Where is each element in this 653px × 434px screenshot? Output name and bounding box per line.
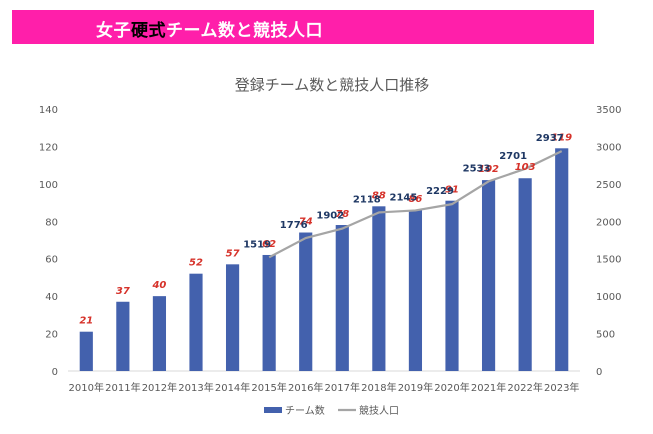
bar-value-label: 91 — [445, 185, 459, 196]
bar — [481, 180, 496, 371]
bar-value-label: 62 — [262, 239, 276, 250]
chart-title: 登録チーム数と競技人口推移 — [235, 76, 430, 94]
x-tick-label: 2022年 — [507, 381, 542, 394]
header-banner: 女子硬式チーム数と競技人口 — [12, 10, 594, 44]
bar — [225, 264, 240, 371]
bar-value-label: 40 — [151, 280, 166, 291]
bar — [299, 232, 313, 371]
left-tick-label: 0 — [52, 367, 58, 378]
bar — [116, 301, 130, 371]
x-tick-label: 2011年 — [105, 381, 140, 394]
right-tick-label: 1000 — [596, 292, 621, 303]
line-value-label: 2701 — [499, 151, 527, 162]
x-tick-label: 2010年 — [69, 381, 104, 394]
x-tick-label: 2014年 — [215, 381, 250, 394]
right-tick-label: 2000 — [596, 217, 621, 228]
bar — [335, 225, 349, 371]
legend-bar-swatch — [264, 407, 282, 413]
x-tick-label: 2023年 — [544, 381, 579, 394]
x-tick-label: 2021年 — [471, 381, 506, 394]
bar-value-label: 21 — [79, 316, 93, 327]
bar-value-label: 86 — [408, 194, 422, 205]
bar — [555, 148, 569, 371]
bar-value-label: 78 — [335, 209, 349, 220]
right-tick-label: 1500 — [596, 255, 621, 266]
right-tick-label: 2500 — [596, 180, 621, 191]
bar-value-label: 103 — [515, 162, 536, 173]
line-value-label: 2937 — [536, 133, 564, 144]
line-value-label: 2118 — [353, 194, 381, 205]
left-tick-label: 100 — [39, 180, 58, 191]
bar-value-label: 119 — [551, 132, 572, 143]
bar — [152, 296, 167, 371]
title-part1: 女子 — [96, 21, 131, 41]
x-tick-label: 2016年 — [288, 381, 323, 394]
bar — [79, 331, 93, 371]
left-tick-label: 120 — [39, 142, 58, 153]
line-value-label: 2229 — [426, 186, 454, 197]
bar-value-label: 52 — [189, 258, 203, 269]
x-tick-label: 2012年 — [142, 381, 177, 394]
right-tick-label: 3000 — [596, 142, 621, 153]
population-line — [268, 150, 563, 259]
left-tick-label: 140 — [39, 105, 58, 116]
bar-value-label: 37 — [116, 286, 130, 297]
right-tick-label: 3500 — [596, 105, 621, 116]
bar — [445, 200, 459, 371]
x-axis: 2010年 2011年 2012年 2013年 2014年 2015年 2016年 2017年… — [68, 370, 580, 394]
bar — [262, 254, 276, 371]
bar-value-label: 88 — [372, 190, 386, 201]
line-data-labels: 1519 1776 1902 2118 2145 2229 2533 2701 2937 — [243, 133, 563, 250]
left-tick-label: 20 — [45, 330, 58, 341]
bar — [518, 178, 532, 371]
line-value-label: 1902 — [316, 211, 344, 222]
x-tick-label: 2019年 — [398, 381, 433, 394]
left-tick-label: 80 — [45, 217, 58, 228]
legend: チーム数 競技人口 — [264, 404, 399, 417]
legend-line-label: 競技人口 — [359, 404, 399, 417]
bar — [408, 210, 423, 371]
x-tick-label: 2013年 — [178, 381, 213, 394]
bar-value-label: 74 — [299, 217, 313, 228]
right-tick-label: 500 — [596, 330, 615, 341]
bar — [372, 206, 386, 371]
bar-series — [79, 148, 569, 371]
x-tick-label: 2018年 — [361, 381, 396, 394]
x-tick-label: 2015年 — [251, 381, 286, 394]
line-value-label: 2533 — [463, 163, 491, 174]
x-tick-label: 2017年 — [325, 381, 360, 394]
left-tick-label: 60 — [45, 255, 58, 266]
title-highlight: 硬式 — [131, 21, 166, 41]
line-value-label: 1519 — [243, 239, 271, 250]
line-series — [268, 150, 563, 259]
bar-value-label: 102 — [478, 164, 499, 175]
left-axis: 0 20 40 60 80 100 120 140 — [39, 105, 58, 378]
line-value-label: 1776 — [280, 220, 308, 231]
right-tick-label: 0 — [596, 367, 602, 378]
page-title: 女子硬式チーム数と競技人口 — [96, 16, 323, 41]
title-part2: チーム数と競技人口 — [166, 21, 323, 41]
line-value-label: 2145 — [390, 192, 418, 203]
bar — [189, 273, 203, 371]
bar-data-labels: 21 37 40 52 57 62 74 78 88 86 91 102 103 119 — [79, 132, 572, 326]
right-axis: 0 500 1000 1500 2000 2500 3000 3500 — [596, 105, 621, 378]
x-tick-label: 2020年 — [434, 381, 469, 394]
legend-bar-label: チーム数 — [285, 404, 325, 417]
left-tick-label: 40 — [45, 292, 58, 303]
bar-value-label: 57 — [226, 248, 240, 259]
